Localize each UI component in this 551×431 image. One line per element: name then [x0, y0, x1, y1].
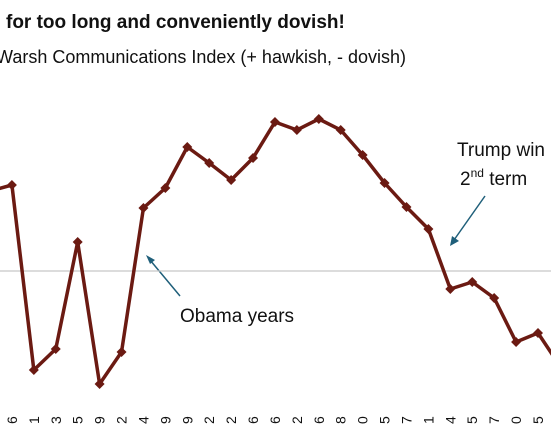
annotation-part: 2	[460, 169, 471, 190]
chart-title: for too long and conveniently dovish!	[6, 12, 345, 33]
annotation-arrow	[149, 259, 181, 297]
data-point	[335, 125, 346, 135]
arrow-head	[146, 255, 155, 264]
data-point	[94, 379, 105, 389]
data-point	[401, 202, 412, 212]
x-tick-label: 5	[530, 416, 546, 424]
data-point	[72, 237, 83, 247]
x-tick-label: 3	[48, 416, 64, 424]
chart-subtitle: Warsh Communications Index (+ hawkish, -…	[0, 47, 406, 67]
x-tick-label: 5	[464, 416, 480, 424]
data-point	[269, 117, 280, 127]
data-point	[248, 153, 259, 163]
x-tick-label: 9	[157, 416, 173, 424]
x-tick-label: 7	[398, 416, 414, 424]
data-point	[182, 142, 193, 152]
x-tick-label: 9	[92, 416, 108, 424]
x-tick-label: 0	[508, 416, 524, 424]
data-point	[50, 344, 61, 354]
x-tick-label: 1	[420, 416, 436, 424]
data-point	[379, 178, 390, 188]
data-point	[138, 203, 149, 213]
data-point	[160, 183, 171, 193]
data-point	[116, 347, 127, 357]
data-point	[291, 125, 302, 135]
data-point	[204, 158, 215, 168]
x-tick-label: 2	[223, 416, 239, 424]
x-tick-label: 2	[114, 416, 130, 424]
annotation-part: term	[484, 169, 527, 190]
x-tick-label: 2	[289, 416, 305, 424]
x-tick-label: 1	[26, 416, 42, 424]
data-point	[445, 284, 456, 294]
x-tick-label: 6	[267, 416, 283, 424]
data-point	[357, 150, 368, 160]
data-point	[226, 175, 237, 185]
x-tick-label: 7	[486, 416, 502, 424]
data-point	[511, 337, 522, 347]
annotation-sup: nd	[471, 166, 484, 180]
data-point	[28, 365, 39, 375]
x-tick-label: 6	[245, 416, 261, 424]
x-tick-label: 4	[442, 416, 458, 424]
data-point	[313, 114, 324, 124]
x-tick-label: 0	[355, 416, 371, 424]
x-tick-label: 6	[4, 416, 20, 424]
x-tick-label: 4	[135, 416, 151, 424]
x-tick-label: 6	[311, 416, 327, 424]
x-tick-label: 8	[333, 416, 349, 424]
x-tick-label: 2	[201, 416, 217, 424]
data-point	[489, 293, 500, 303]
data-point	[467, 277, 478, 287]
x-tick-label: 5	[377, 416, 393, 424]
data-point	[533, 328, 543, 338]
annotation: Trump win	[457, 140, 545, 161]
annotation: 2nd term	[460, 166, 527, 190]
x-tick-label: 5	[70, 416, 86, 424]
annotation-arrow	[453, 195, 486, 241]
x-tick-label: 9	[179, 416, 195, 424]
arrow-head	[450, 236, 459, 246]
annotation: Obama years	[180, 306, 294, 327]
data-point	[6, 180, 17, 190]
data-point	[423, 224, 434, 234]
